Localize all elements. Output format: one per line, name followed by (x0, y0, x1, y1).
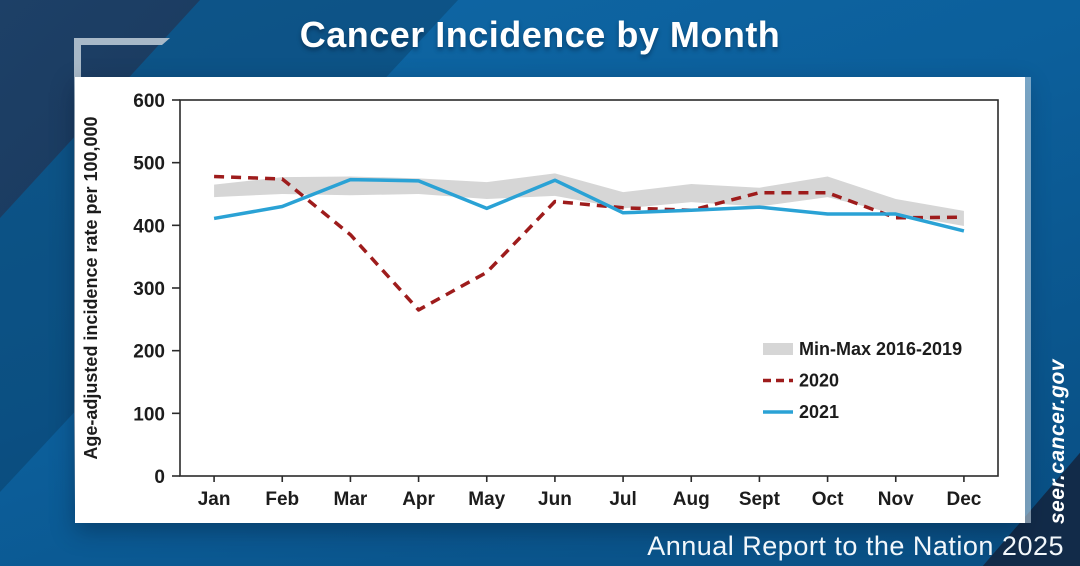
svg-text:300: 300 (133, 279, 165, 300)
svg-text:2021: 2021 (799, 402, 839, 422)
svg-text:Jun: Jun (538, 489, 572, 510)
svg-text:Apr: Apr (402, 489, 435, 510)
svg-text:0: 0 (154, 467, 165, 488)
svg-text:Age-adjusted incidence rate pe: Age-adjusted incidence rate per 100,000 (81, 116, 101, 459)
svg-text:Sept: Sept (739, 489, 781, 510)
corner-bracket-horizontal (74, 38, 170, 45)
svg-text:Oct: Oct (812, 489, 844, 510)
svg-text:Jan: Jan (198, 489, 231, 510)
svg-text:200: 200 (133, 342, 165, 363)
svg-text:May: May (468, 489, 505, 510)
footer-text: Annual Report to the Nation 2025 (647, 531, 1064, 561)
watermark-seer-url: seer.cancer.gov (1046, 358, 1069, 524)
svg-text:Jul: Jul (609, 489, 636, 510)
svg-text:500: 500 (133, 154, 165, 175)
svg-text:Aug: Aug (673, 489, 710, 510)
svg-text:Mar: Mar (334, 489, 368, 510)
svg-text:600: 600 (133, 91, 165, 112)
svg-text:400: 400 (133, 216, 165, 237)
svg-text:Dec: Dec (946, 489, 981, 510)
page-title: Cancer Incidence by Month (299, 14, 781, 55)
svg-text:Feb: Feb (265, 489, 299, 510)
svg-text:Nov: Nov (878, 489, 914, 510)
incidence-line-chart: 0 100 200 300 400 500 600 Jan Feb Mar Apr May Jun Jul… (81, 91, 999, 510)
chart-card: 0 100 200 300 400 500 600 Jan Feb Mar Apr May Jun Jul… (75, 77, 1025, 523)
svg-text:Min-Max 2016-2019: Min-Max 2016-2019 (799, 339, 962, 359)
svg-text:2020: 2020 (799, 371, 839, 391)
svg-text:100: 100 (133, 404, 165, 425)
